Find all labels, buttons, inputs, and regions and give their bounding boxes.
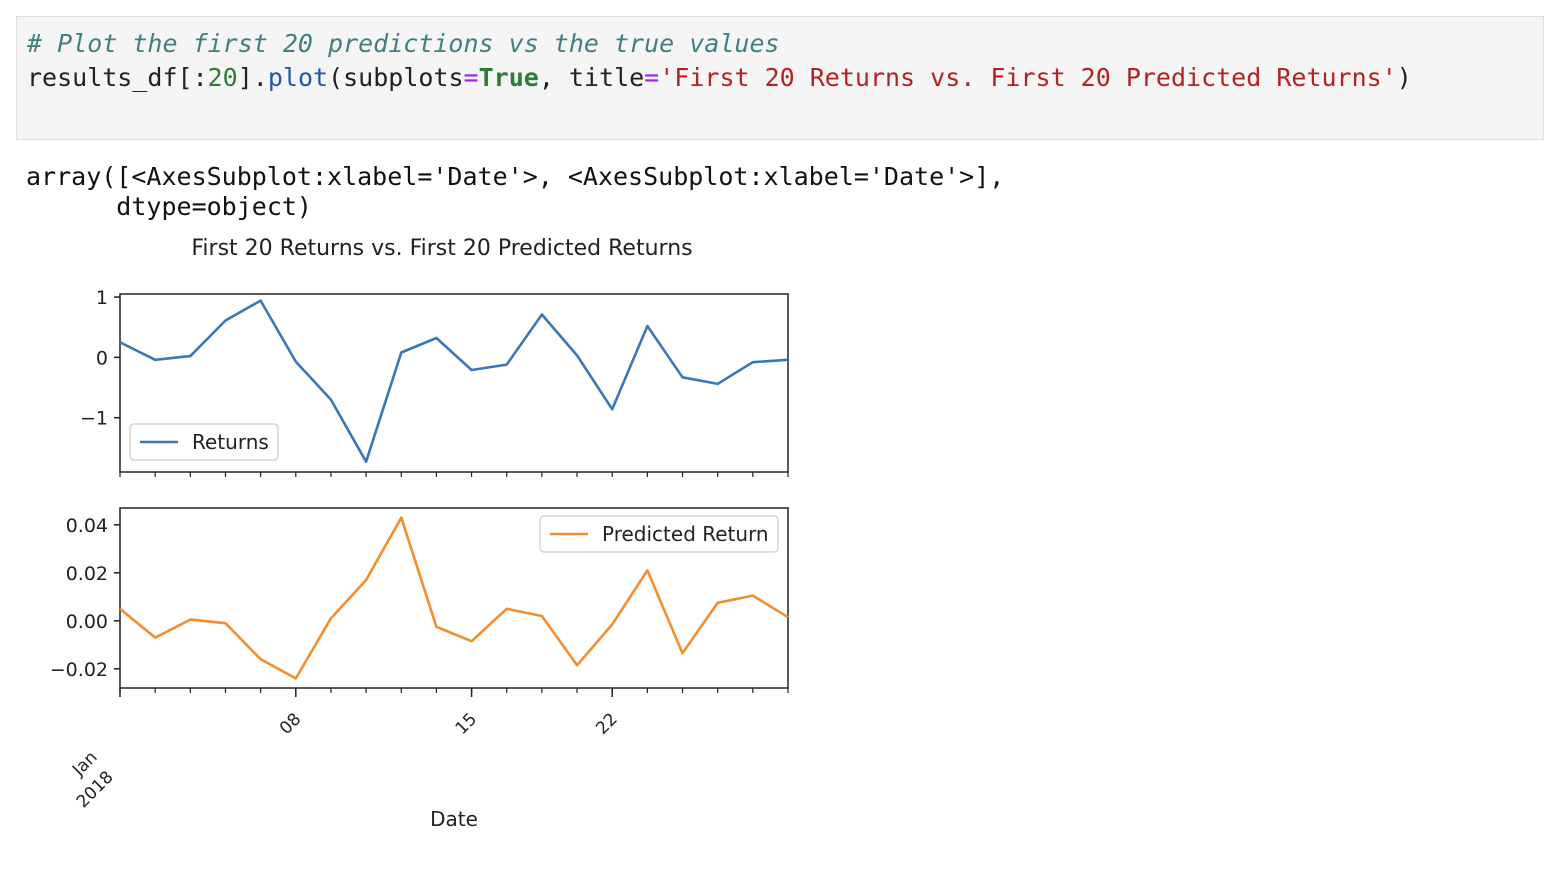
x-tick-label: 22 [592, 709, 621, 738]
y-tick-label: 0 [96, 347, 108, 369]
code-function: plot [267, 63, 329, 92]
chart-title: First 20 Returns vs. First 20 Predicted … [191, 236, 692, 261]
code-operator: = [463, 63, 479, 92]
y-tick-label: 0.04 [66, 515, 108, 537]
code-string: 'First 20 Returns vs. First 20 Predicted… [659, 63, 1397, 92]
code-keyword: True [478, 63, 539, 92]
code-comment: # Plot the first 20 predictions vs the t… [27, 29, 780, 58]
code-operator: = [644, 63, 660, 92]
legend-label: Predicted Return [602, 522, 769, 546]
code-number: 20 [207, 63, 238, 92]
output-line-2: dtype=object) [26, 192, 312, 221]
series-line-1 [119, 299, 789, 463]
x-tick-label: 15 [452, 709, 481, 738]
code-object: results_df[: [27, 63, 208, 92]
code-accessor: ]. [237, 63, 268, 92]
code-cell[interactable]: # Plot the first 20 predictions vs the t… [16, 16, 1544, 140]
x-tick-label: 08 [276, 709, 305, 738]
y-tick-label: 0.02 [66, 563, 108, 585]
series-line-2 [119, 516, 789, 680]
x-axis-label: Date [430, 807, 478, 831]
code-comment-line: # Plot the first 20 predictions vs the t… [27, 29, 780, 58]
legend-box [129, 423, 279, 461]
y-tick-label: 0.00 [66, 611, 108, 633]
code-arg-title: , title [538, 63, 645, 92]
code-close-paren: ) [1396, 63, 1412, 92]
y-tick-label: −0.02 [50, 659, 108, 681]
chart-figure: First 20 Returns vs. First 20 Predicted … [50, 236, 789, 831]
legend-box [539, 515, 779, 553]
code-arg-subplots: (subplots [328, 63, 464, 92]
y-tick-label: −1 [80, 408, 108, 430]
legend-label: Returns [192, 430, 269, 454]
output-line-1: array([<AxesSubplot:xlabel='Date'>, <Axe… [26, 162, 1005, 191]
y-tick-label: 1 [96, 287, 108, 309]
code-plot-line: results_df[:20].plot(subplots=True, titl… [27, 63, 1412, 92]
